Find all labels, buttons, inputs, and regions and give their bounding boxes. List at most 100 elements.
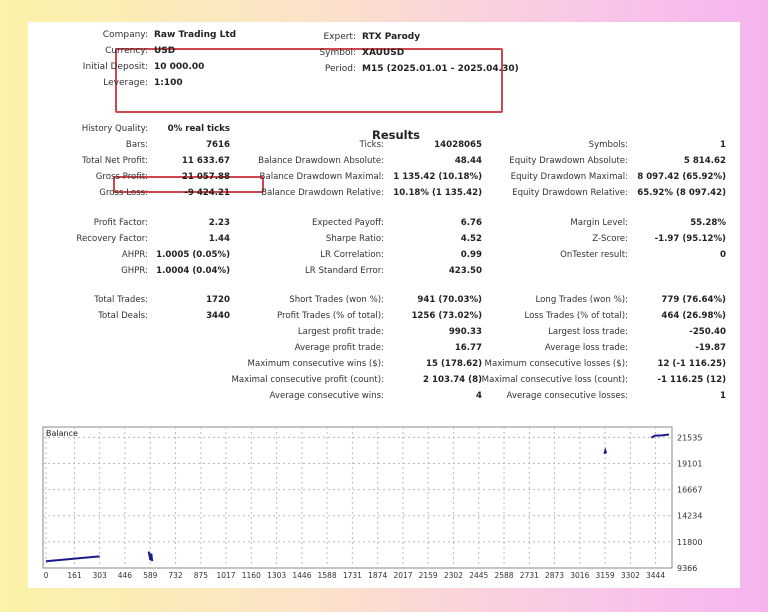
stat-label: Margin Level: <box>570 218 628 228</box>
header-label: Initial Deposit: <box>82 62 148 72</box>
stat-value: 15 (178.62) <box>426 359 482 369</box>
x-tick-label: 1160 <box>242 571 261 580</box>
stat-label: Profit Trades (% of total): <box>276 311 384 321</box>
total-net-profit-highlight <box>113 176 264 193</box>
stat-value: 21 057.88 <box>181 172 230 182</box>
report-card: Company: Raw Trading Ltd Currency: USD Initi… <box>28 22 740 588</box>
x-tick-label: 2445 <box>469 571 488 580</box>
y-tick-label: 11800 <box>677 538 702 547</box>
header-label: Leverage: <box>103 78 148 88</box>
stat-label: LR Standard Error: <box>304 266 384 276</box>
y-tick-label: 19101 <box>677 459 702 468</box>
stat-value: 6.76 <box>460 218 482 228</box>
stat-label: Equity Drawdown Relative: <box>512 188 628 198</box>
x-tick-label: 875 <box>194 571 209 580</box>
stat-label: Average loss trade: <box>544 343 628 353</box>
stat-value: 16.77 <box>454 343 482 353</box>
stat-label: Gross Profit: <box>95 172 148 182</box>
results-title: Results <box>372 128 420 142</box>
stat-label: LR Correlation: <box>320 250 384 260</box>
stat-label: Long Trades (won %): <box>535 295 629 305</box>
stat-label: Maximum consecutive wins ($): <box>247 359 384 369</box>
stat-value: 779 (76.64%) <box>661 295 726 305</box>
stat-label: Total Trades: <box>94 295 148 305</box>
stat-label: Loss Trades (% of total): <box>524 311 628 321</box>
stat-value: 0 <box>720 250 726 260</box>
x-tick-label: 2017 <box>393 571 412 580</box>
x-tick-label: 2588 <box>494 571 513 580</box>
x-tick-label: 0 <box>44 571 49 580</box>
stat-label: Largest loss trade: <box>548 327 628 337</box>
stat-value: -1 116.25 (12) <box>657 375 726 385</box>
stat-value: 1 <box>720 391 726 401</box>
header-value: 1:100 <box>154 78 183 88</box>
x-tick-label: 1874 <box>368 571 387 580</box>
x-tick-label: 2731 <box>520 571 539 580</box>
stat-value: 14028065 <box>434 140 482 150</box>
x-tick-label: 1017 <box>216 571 235 580</box>
balance-line-segment <box>45 555 100 563</box>
header-label: Symbol: <box>319 48 356 58</box>
header-value: M15 (2025.01.01 - 2025.04.30) <box>362 64 519 74</box>
stat-value: 10.18% (1 135.42) <box>393 188 482 198</box>
stat-label: Average profit trade: <box>294 343 384 353</box>
stat-label: Equity Drawdown Absolute: <box>509 156 628 166</box>
stat-value: -19.87 <box>695 343 726 353</box>
x-tick-label: 2159 <box>419 571 438 580</box>
x-tick-label: 1588 <box>318 571 337 580</box>
balance-line-segment <box>147 551 154 562</box>
x-tick-label: 732 <box>168 571 183 580</box>
stat-value: 464 (26.98%) <box>661 311 726 321</box>
stat-label: Gross Loss: <box>99 188 148 198</box>
stat-label: Profit Factor: <box>93 218 148 228</box>
stat-value: 5 814.62 <box>683 156 726 166</box>
stat-value: 1720 <box>206 295 230 305</box>
header-value: 10 000.00 <box>154 62 205 72</box>
stat-value: 3440 <box>206 311 230 321</box>
stat-value: 1 <box>720 140 726 150</box>
stat-value: 0% real ticks <box>167 124 230 134</box>
header-label: Currency: <box>105 46 148 56</box>
header-value: RTX Parody <box>362 32 421 42</box>
x-tick-label: 589 <box>143 571 158 580</box>
header-value: USD <box>154 46 176 56</box>
y-tick-label: 21535 <box>677 433 702 442</box>
header-value: Raw Trading Ltd <box>154 30 237 40</box>
x-tick-label: 303 <box>92 571 107 580</box>
stat-label: Balance Drawdown Absolute: <box>258 156 384 166</box>
stat-label: History Quality: <box>81 124 148 134</box>
x-tick-label: 446 <box>118 571 133 580</box>
x-tick-label: 161 <box>67 571 82 580</box>
header-label: Company: <box>102 30 148 40</box>
x-tick-label: 3444 <box>646 571 665 580</box>
chart-title: Balance <box>46 429 78 438</box>
stat-value: 1.0005 (0.05%) <box>156 250 230 260</box>
stat-label: Z-Score: <box>592 234 628 244</box>
stat-value: 423.50 <box>448 266 482 276</box>
stat-value: 4 <box>476 391 482 401</box>
stat-value: 12 (-1 116.25) <box>657 359 726 369</box>
report-header-box <box>115 48 503 113</box>
stat-label: Symbols: <box>588 140 628 150</box>
stat-label: Total Net Profit: <box>82 156 148 166</box>
balance-chart: 21535 19101 16667 14234 11800 9366 0 161 303 446 5… <box>42 426 702 580</box>
stat-value: 941 (70.03%) <box>417 295 482 305</box>
stat-value: 990.33 <box>448 327 482 337</box>
stat-label: Total Deals: <box>98 311 148 321</box>
stat-value: 11 633.67 <box>181 156 230 166</box>
stat-label: Ticks: <box>359 140 384 150</box>
stat-label: GHPR: <box>121 266 148 276</box>
stat-label: Maximal consecutive profit (count): <box>231 375 384 385</box>
header-label: Period: <box>324 64 356 74</box>
x-tick-label: 3016 <box>570 571 589 580</box>
x-tick-label: 1303 <box>267 571 286 580</box>
stat-label: Maximum consecutive losses ($): <box>484 359 628 369</box>
stat-value: 1 135.42 (10.18%) <box>393 172 482 182</box>
stat-value: 4.52 <box>460 234 482 244</box>
x-tick-label: 1731 <box>343 571 362 580</box>
stat-label: OnTester result: <box>560 250 628 260</box>
stat-label: Expected Payoff: <box>311 218 384 228</box>
stat-value: 1.44 <box>208 234 230 244</box>
stat-label: Bars: <box>125 140 148 150</box>
stat-value: 65.92% (8 097.42) <box>637 188 726 198</box>
